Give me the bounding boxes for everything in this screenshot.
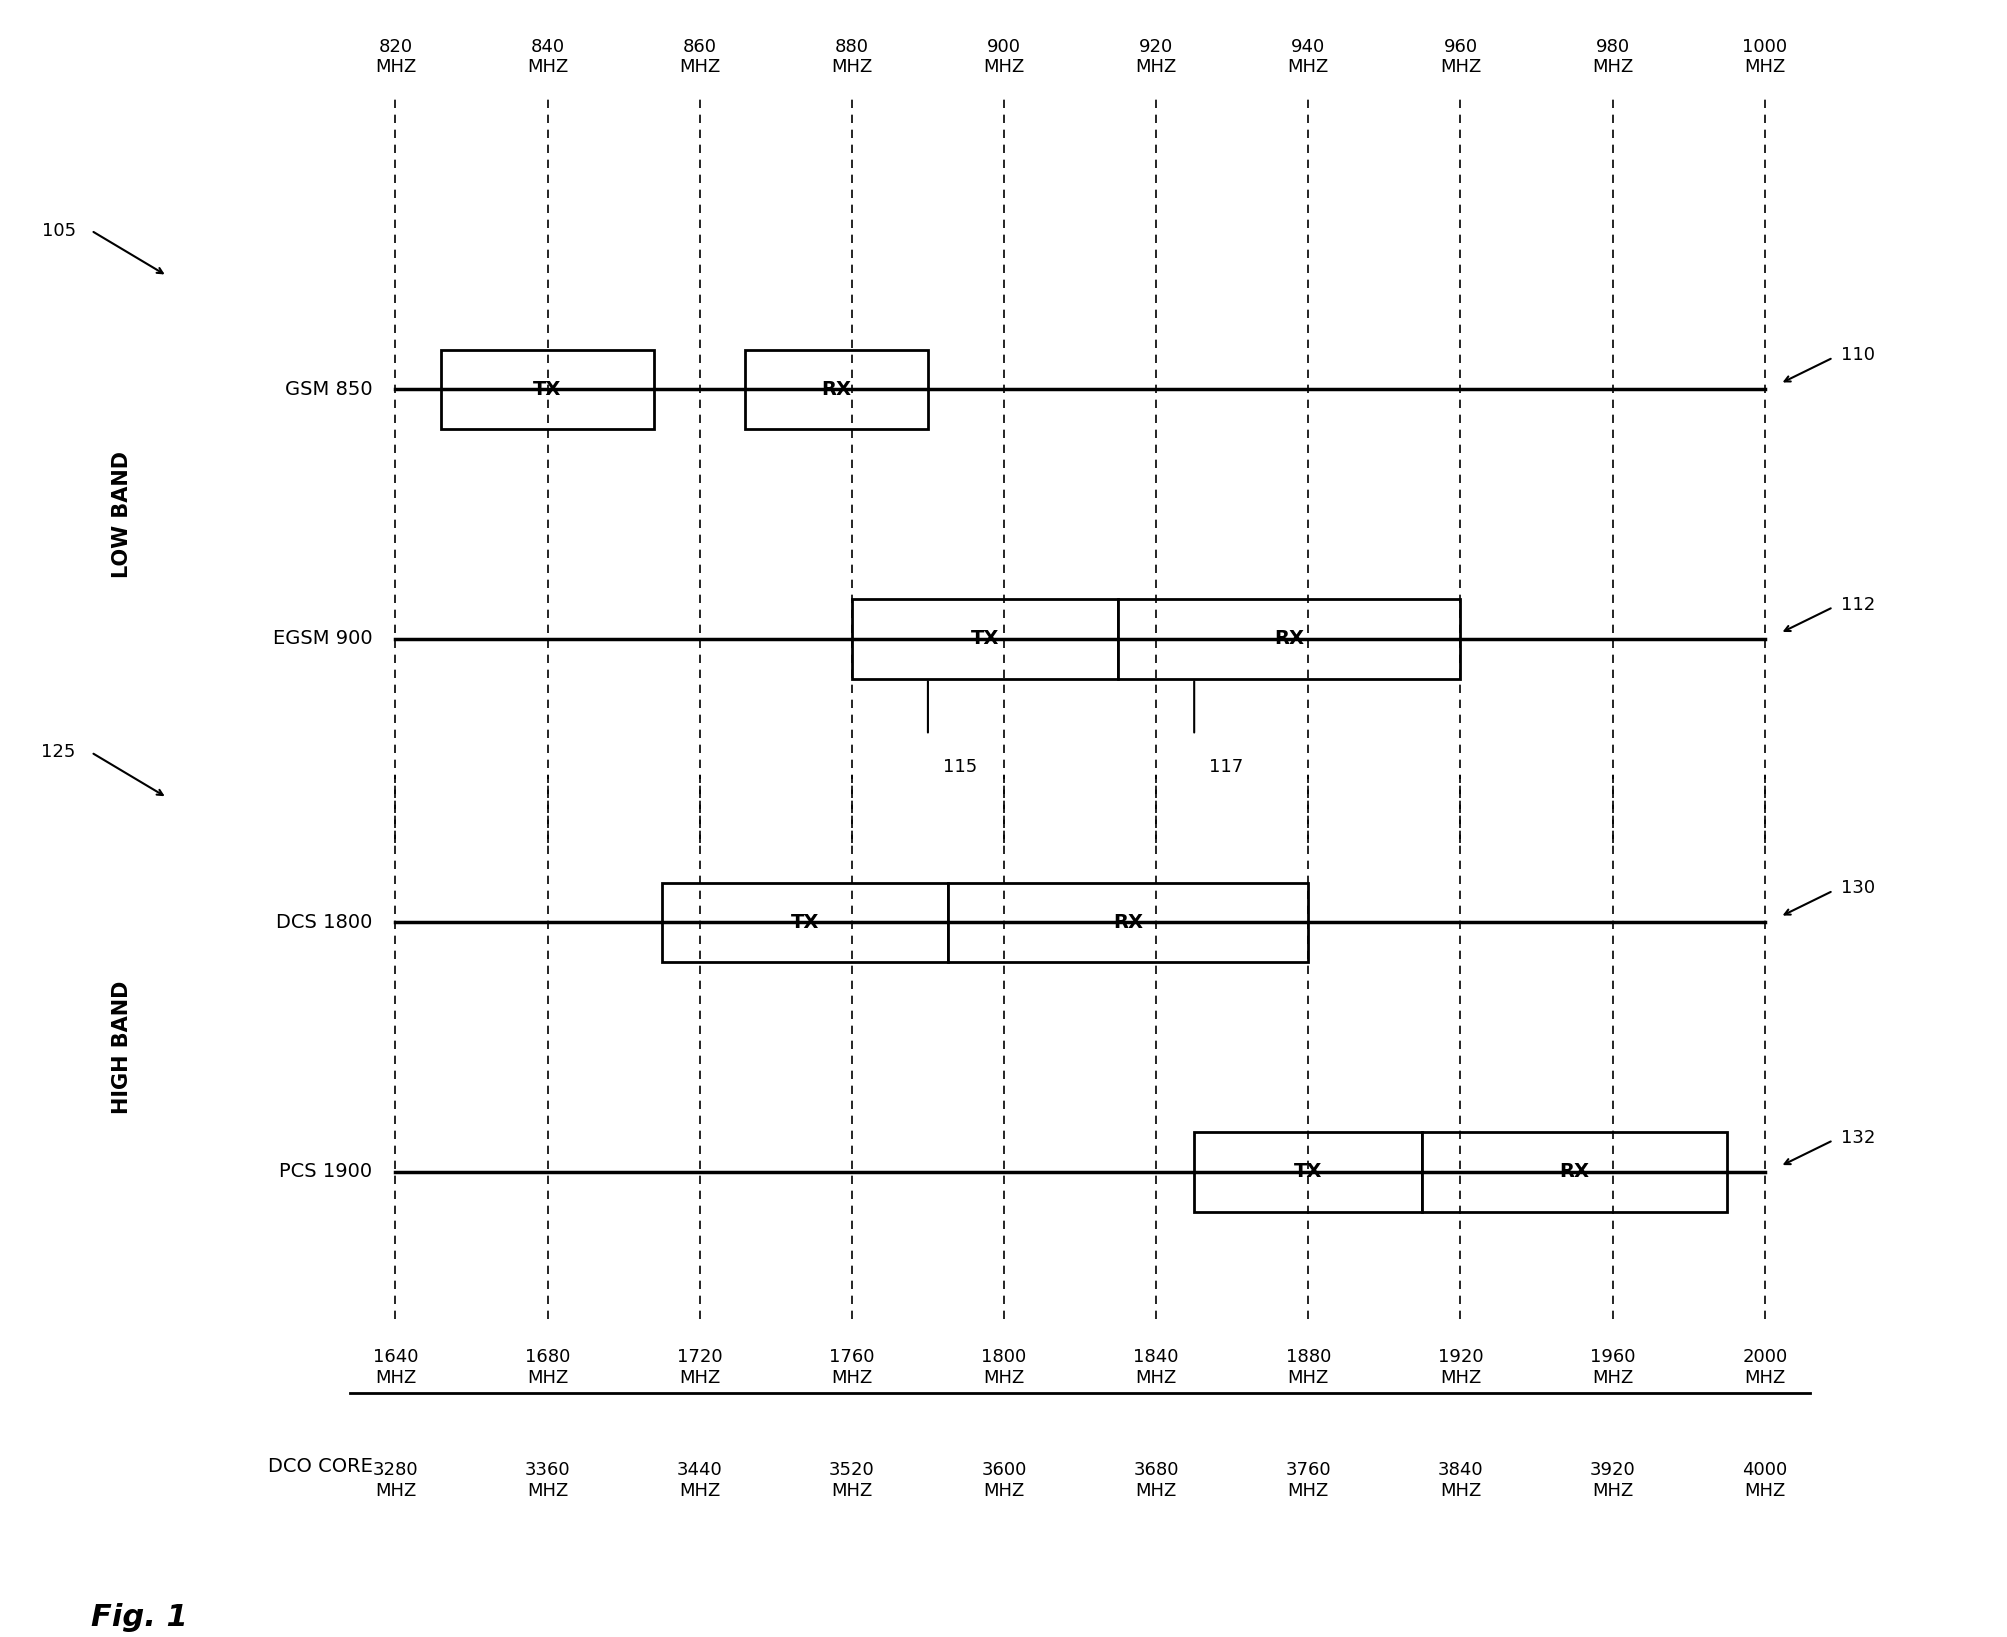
Text: 3600
MHZ: 3600 MHZ [981,1462,1026,1499]
Text: 110: 110 [1840,347,1875,365]
Text: 1800
MHZ: 1800 MHZ [981,1347,1026,1387]
Text: HIGH BAND: HIGH BAND [112,981,130,1113]
Text: 3360
MHZ: 3360 MHZ [524,1462,570,1499]
Text: 3280
MHZ: 3280 MHZ [373,1462,417,1499]
Text: TX: TX [791,913,819,931]
Text: 1920
MHZ: 1920 MHZ [1437,1347,1483,1387]
Text: 940
MHZ: 940 MHZ [1286,38,1329,77]
Text: 3920
MHZ: 3920 MHZ [1590,1462,1634,1499]
FancyBboxPatch shape [1194,1133,1421,1211]
FancyBboxPatch shape [851,599,1118,679]
Text: EGSM 900: EGSM 900 [273,629,373,648]
FancyBboxPatch shape [442,350,654,429]
Text: 1000
MHZ: 1000 MHZ [1742,38,1786,77]
Text: TX: TX [969,629,999,648]
Text: 920
MHZ: 920 MHZ [1136,38,1176,77]
Text: TX: TX [534,380,562,399]
FancyBboxPatch shape [1421,1133,1726,1211]
Text: 880
MHZ: 880 MHZ [831,38,871,77]
FancyBboxPatch shape [1118,599,1459,679]
FancyBboxPatch shape [662,882,947,963]
Text: RX: RX [1274,629,1305,648]
Text: 1640
MHZ: 1640 MHZ [373,1347,417,1387]
Text: 3440
MHZ: 3440 MHZ [676,1462,723,1499]
FancyBboxPatch shape [745,350,927,429]
Text: RX: RX [821,380,851,399]
Text: 3680
MHZ: 3680 MHZ [1132,1462,1178,1499]
Text: RX: RX [1559,1162,1590,1182]
Text: 900
MHZ: 900 MHZ [983,38,1024,77]
Text: GSM 850: GSM 850 [285,380,373,399]
Text: 1880
MHZ: 1880 MHZ [1284,1347,1331,1387]
Text: 125: 125 [42,743,76,761]
Text: 840
MHZ: 840 MHZ [526,38,568,77]
Text: TX: TX [1293,1162,1323,1182]
Text: 960
MHZ: 960 MHZ [1439,38,1481,77]
Text: PCS 1900: PCS 1900 [279,1162,373,1182]
Text: 1680
MHZ: 1680 MHZ [524,1347,570,1387]
Text: 3840
MHZ: 3840 MHZ [1437,1462,1483,1499]
FancyBboxPatch shape [947,882,1309,963]
Text: 1960
MHZ: 1960 MHZ [1590,1347,1634,1387]
Text: 115: 115 [943,758,977,776]
Text: 4000
MHZ: 4000 MHZ [1742,1462,1786,1499]
Text: LOW BAND: LOW BAND [112,450,130,578]
Text: 132: 132 [1840,1130,1875,1148]
Text: 1760
MHZ: 1760 MHZ [829,1347,875,1387]
Text: 105: 105 [42,221,76,239]
Text: 980
MHZ: 980 MHZ [1592,38,1632,77]
Text: 820
MHZ: 820 MHZ [375,38,415,77]
Text: 860
MHZ: 860 MHZ [678,38,721,77]
Text: 2000
MHZ: 2000 MHZ [1742,1347,1786,1387]
Text: 3760
MHZ: 3760 MHZ [1284,1462,1331,1499]
Text: DCO CORE: DCO CORE [267,1457,373,1477]
Text: 130: 130 [1840,879,1875,897]
Text: 112: 112 [1840,596,1875,614]
Text: Fig. 1: Fig. 1 [90,1603,189,1632]
Text: 1720
MHZ: 1720 MHZ [676,1347,723,1387]
Text: DCS 1800: DCS 1800 [277,913,373,931]
Text: 3520
MHZ: 3520 MHZ [829,1462,875,1499]
Text: RX: RX [1112,913,1142,931]
Text: 117: 117 [1208,758,1242,776]
Text: 1840
MHZ: 1840 MHZ [1132,1347,1178,1387]
